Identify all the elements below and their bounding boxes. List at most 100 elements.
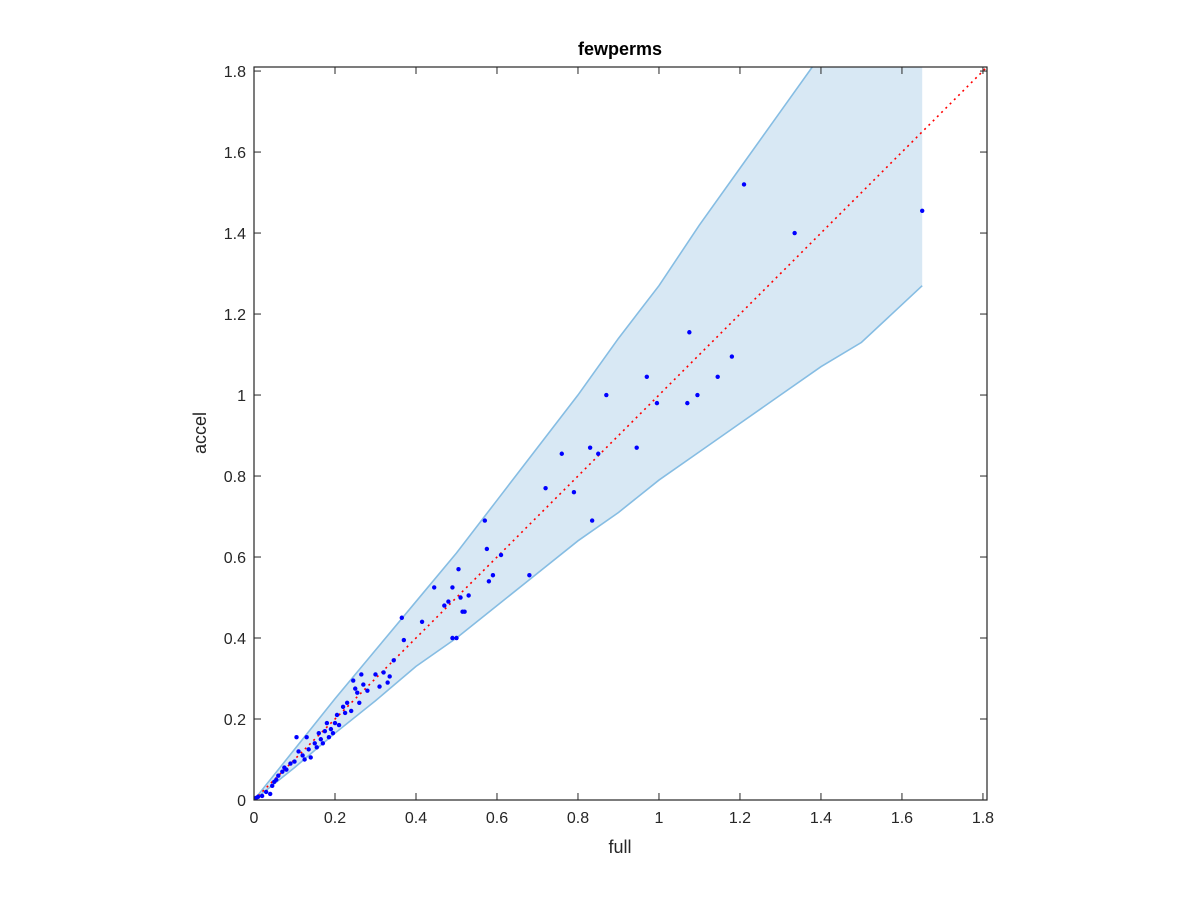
data-point (391, 658, 396, 663)
data-point (274, 777, 279, 782)
data-point (419, 619, 425, 625)
data-point (344, 700, 350, 706)
x-tick-label: 1.2 (729, 810, 751, 827)
data-point (326, 735, 332, 740)
axes-box (253, 66, 988, 801)
data-point (442, 603, 447, 608)
data-point (365, 688, 370, 693)
data-point (328, 726, 334, 732)
plot-axes (253, 66, 988, 801)
data-point (587, 445, 593, 450)
data-point (589, 518, 595, 523)
y-tick-label: 1.8 (224, 64, 246, 81)
data-point (294, 735, 299, 740)
data-point (381, 670, 386, 675)
data-point (302, 757, 307, 762)
x-tick-label: 0.4 (405, 810, 427, 827)
x-tick-label: 0.2 (324, 810, 346, 827)
y-axis-ticks: 0 0.2 0.4 0.6 0.8 1 1.2 1.4 1.6 1.8 (224, 64, 987, 810)
data-point (300, 753, 305, 758)
y-tick-label: 0.2 (224, 712, 246, 729)
y-tick-label: 0.4 (224, 631, 246, 648)
data-point (288, 761, 293, 766)
data-point (559, 451, 564, 456)
data-point (385, 680, 390, 685)
x-tick-label: 0.6 (486, 810, 508, 827)
data-point (634, 445, 639, 450)
data-point (792, 230, 797, 236)
confidence-band (254, 67, 923, 800)
y-tick-label: 0 (237, 793, 246, 810)
x-tick-label: 1.4 (810, 810, 832, 827)
data-point (644, 374, 650, 379)
data-point (695, 392, 700, 398)
data-point (466, 593, 471, 598)
data-point (462, 609, 467, 614)
data-point (334, 712, 340, 718)
data-point (284, 767, 289, 772)
y-tick-label: 1 (237, 388, 246, 405)
data-point (304, 735, 309, 740)
data-point (446, 599, 451, 604)
data-point (355, 690, 360, 695)
data-point (340, 704, 346, 710)
data-point (263, 789, 269, 795)
data-point (498, 552, 504, 558)
data-point (571, 490, 577, 495)
data-point (322, 728, 328, 734)
data-point (456, 566, 461, 572)
band-upper-edge (254, 67, 813, 800)
data-point (729, 354, 735, 359)
y-tick-label: 1.6 (224, 145, 246, 162)
data-point (318, 737, 324, 742)
x-axis-ticks: 0 0.2 0.4 0.6 0.8 1 1.2 1.4 1.6 1.8 (250, 67, 994, 827)
data-point (296, 749, 301, 754)
data-point (324, 720, 330, 726)
data-point (527, 573, 532, 578)
x-tick-label: 1 (655, 810, 664, 827)
data-point (482, 518, 488, 523)
chart-title: fewperms (578, 39, 662, 59)
data-point (486, 579, 492, 584)
data-point (715, 374, 720, 379)
data-point (458, 595, 463, 600)
data-point (336, 722, 342, 728)
data-point (280, 769, 285, 774)
data-point (490, 573, 496, 578)
data-points (253, 182, 925, 801)
data-point (316, 730, 321, 736)
data-point (357, 700, 362, 706)
y-tick-label: 1.4 (224, 226, 246, 243)
data-point (259, 793, 265, 799)
data-point (685, 400, 690, 406)
data-point (270, 783, 275, 789)
data-point (268, 791, 273, 797)
data-point (687, 330, 692, 335)
data-point (359, 672, 364, 677)
data-point (276, 773, 281, 778)
y-tick-label: 0.8 (224, 469, 246, 486)
data-point (330, 730, 336, 736)
data-point (920, 208, 925, 213)
data-point (401, 637, 407, 643)
data-point (596, 451, 601, 456)
data-point (353, 686, 358, 691)
data-point (332, 720, 338, 726)
x-tick-label: 0.8 (567, 810, 589, 827)
x-tick-label: 1.8 (972, 810, 994, 827)
x-axis-label: full (608, 837, 631, 857)
data-point (450, 585, 455, 590)
data-point (308, 755, 313, 760)
data-point (320, 741, 326, 746)
data-point (399, 615, 405, 620)
data-point (373, 672, 378, 677)
band-fill (254, 67, 923, 800)
y-axis-label: accel (190, 412, 210, 454)
data-point (450, 635, 455, 641)
data-point (306, 747, 311, 752)
y-tick-label: 0.6 (224, 550, 246, 567)
data-point (741, 182, 747, 187)
data-point (484, 546, 490, 552)
data-point (312, 741, 317, 746)
